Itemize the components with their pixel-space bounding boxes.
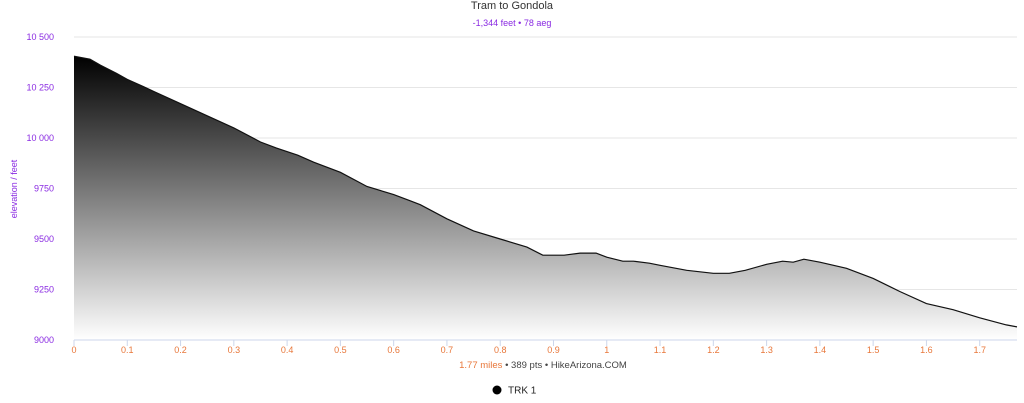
elevation-line: [73, 55, 1018, 328]
x-axis-ticks: 0 0.1 0.2 0.3 0.4 0.5 0.6 0.7 0.8 0.9 1 1.1 1.2 1.3 1.…: [71, 340, 986, 355]
x-tick-label: 1.6: [920, 345, 933, 355]
chart-title: Tram to Gondola: [471, 0, 554, 12]
y-tick-label: 10 250: [26, 83, 54, 93]
x-tick-label: 0.3: [228, 345, 241, 355]
y-tick-label: 9500: [34, 234, 54, 244]
y-axis-label: elevation / feet: [9, 159, 19, 218]
chart-footer: 1.77 miles • 389 pts • HikeArizona.COM: [459, 360, 627, 371]
y-tick-label: 10 000: [26, 133, 54, 143]
footer-source: HikeArizona.COM: [551, 360, 627, 371]
x-tick-label: 1.4: [814, 345, 827, 355]
x-tick-label: 0.1: [121, 345, 134, 355]
x-tick-label: 1.7: [973, 345, 986, 355]
footer-separator: •: [502, 360, 511, 371]
y-tick-label: 9250: [34, 285, 54, 295]
x-tick-label: 0.4: [281, 345, 294, 355]
elevation-area: [74, 56, 1017, 340]
legend[interactable]: TRK 1: [492, 385, 537, 397]
x-tick-label: 1.1: [654, 345, 667, 355]
y-tick-label: 9000: [34, 335, 54, 345]
legend-label-trk-1[interactable]: TRK 1: [508, 386, 537, 397]
x-tick-label: 0: [71, 345, 76, 355]
x-tick-label: 1.5: [867, 345, 880, 355]
y-tick-label: 10 500: [26, 32, 54, 42]
y-axis-ticks: 9000 9250 9500 9750 10 000 10 250 10 500: [26, 32, 54, 345]
x-tick-label: 0.7: [441, 345, 454, 355]
chart-subtitle: -1,344 feet • 78 aeg: [473, 18, 552, 28]
series-layer: [73, 55, 1018, 340]
x-tick-label: 0.6: [387, 345, 400, 355]
x-tick-label: 1.2: [707, 345, 720, 355]
legend-marker-trk-1[interactable]: [492, 385, 502, 395]
x-tick-label: 0.8: [494, 345, 507, 355]
x-tick-label: 1.3: [760, 345, 773, 355]
x-tick-label: 0.5: [334, 345, 347, 355]
x-tick-label: 0.2: [174, 345, 187, 355]
x-tick-label: 1: [604, 345, 609, 355]
footer-separator: •: [542, 360, 551, 371]
footer-distance: 1.77 miles: [459, 360, 503, 371]
y-tick-label: 9750: [34, 184, 54, 194]
x-tick-label: 0.9: [547, 345, 560, 355]
footer-points: 389 pts: [511, 360, 542, 371]
